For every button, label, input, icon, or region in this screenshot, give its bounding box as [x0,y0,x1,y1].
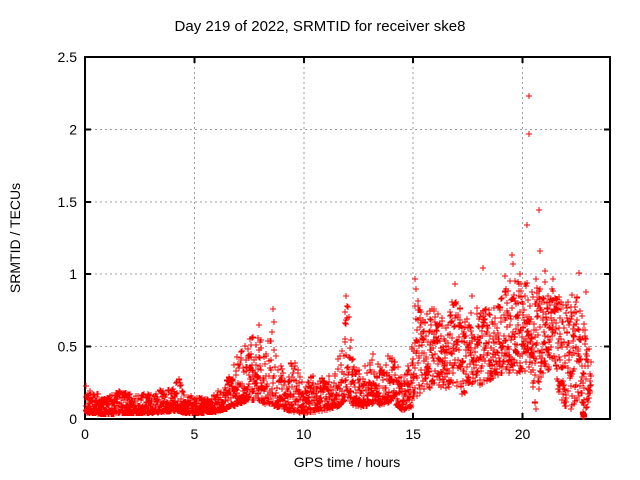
x-tick-label: 10 [296,426,312,442]
y-tick-label: 0 [69,411,77,427]
y-tick-label: 0.5 [58,339,78,355]
y-axis-label: SRMTID / TECUs [7,183,23,293]
x-tick-label: 0 [81,426,89,442]
y-tick-label: 1.5 [58,194,78,210]
x-axis-label: GPS time / hours [294,454,401,470]
scatter-points [83,93,594,420]
tick-labels: 0 5 10 15 20 0 0.5 1 1.5 2 2.5 [58,49,531,442]
y-tick-label: 2.5 [58,49,78,65]
chart-title: Day 219 of 2022, SRMTID for receiver ske… [175,18,466,35]
y-tick-label: 1 [69,266,77,282]
x-tick-label: 20 [515,426,531,442]
y-tick-label: 2 [69,121,77,137]
x-tick-label: 15 [405,426,421,442]
plot-frame [84,56,611,420]
x-tick-label: 5 [190,426,198,442]
scatter-marker-path [83,93,594,420]
grid-lines [85,57,610,419]
